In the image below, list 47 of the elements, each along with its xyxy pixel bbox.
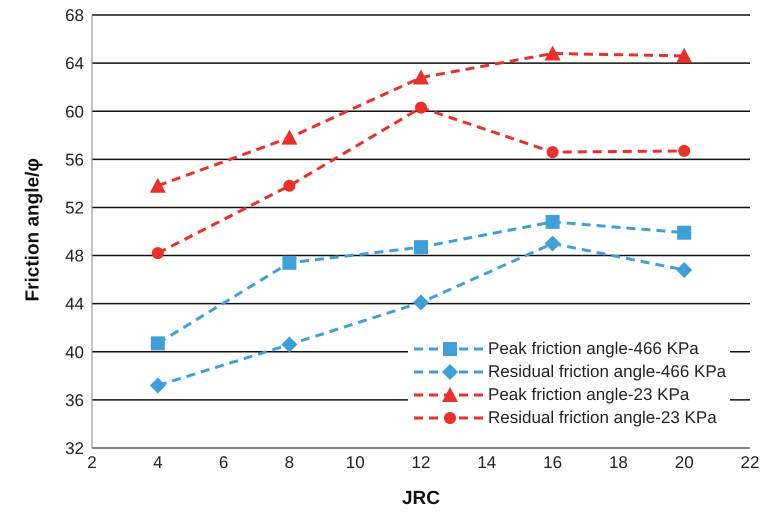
- y-tick-label: 68: [65, 6, 84, 26]
- x-tick-label: 14: [477, 453, 496, 472]
- point: [413, 70, 429, 85]
- point: [281, 336, 298, 353]
- point: [283, 180, 296, 192]
- legend-label: Peak friction angle-466 KPa: [488, 339, 699, 359]
- point: [546, 214, 560, 229]
- point: [676, 48, 692, 63]
- legend-label: Residual friction angle-23 KPa: [488, 408, 717, 428]
- point: [676, 262, 692, 278]
- y-tick-label: 52: [65, 198, 84, 218]
- x-axis-title: JRC: [402, 488, 440, 509]
- x-tick-label: 4: [153, 453, 163, 472]
- point: [415, 102, 427, 114]
- point: [150, 178, 166, 193]
- y-tick-label: 44: [65, 294, 84, 314]
- point: [150, 377, 166, 394]
- point: [152, 247, 164, 260]
- y-tick-label: 32: [65, 439, 84, 458]
- x-tick-label: 2: [87, 453, 97, 472]
- point: [414, 240, 428, 254]
- y-axis-title: Friction angle/φ: [22, 158, 44, 302]
- y-tick-label: 64: [65, 54, 84, 74]
- y-tick-label: 40: [65, 342, 84, 362]
- y-tick-label: 56: [65, 150, 84, 170]
- y-tick-label: 60: [65, 102, 84, 122]
- point: [282, 256, 296, 270]
- x-tick-label: 16: [543, 453, 562, 472]
- point: [677, 226, 692, 240]
- point: [544, 236, 561, 252]
- point: [546, 146, 559, 158]
- point: [281, 130, 298, 145]
- x-tick-label: 10: [346, 453, 365, 472]
- x-tick-label: 22: [740, 453, 760, 472]
- x-tick-label: 8: [284, 453, 294, 472]
- x-tick-label: 6: [218, 453, 228, 472]
- y-tick-label: 36: [65, 390, 84, 410]
- point: [544, 45, 561, 60]
- x-tick-label: 12: [412, 453, 430, 472]
- x-tick-label: 20: [674, 453, 694, 472]
- y-tick-label: 48: [65, 246, 84, 266]
- legend-label: Residual friction angle-466 KPa: [488, 362, 726, 382]
- point: [413, 294, 429, 310]
- point: [678, 144, 690, 157]
- x-tick-label: 18: [608, 453, 628, 472]
- legend-label: Peak friction angle-23 KPa: [488, 385, 690, 405]
- point: [150, 336, 165, 350]
